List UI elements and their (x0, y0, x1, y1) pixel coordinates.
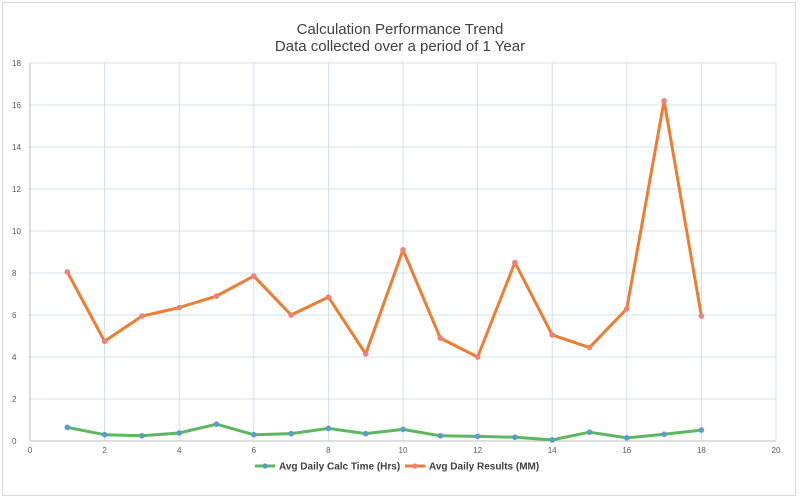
data-point (213, 421, 220, 428)
grid-lines (29, 62, 777, 442)
data-point (512, 259, 518, 266)
data-point (623, 305, 630, 312)
data-point (101, 338, 108, 345)
y-tick-label: 18 (12, 59, 21, 68)
legend-swatch-marker (412, 463, 418, 469)
y-tick-label: 10 (12, 227, 21, 236)
tick-labels: 0 2 4 6 8 10 12 14 16 18 0 2 4 6 8 10 12 14 16 18 20 (12, 59, 781, 455)
data-point (288, 430, 294, 437)
y-tick-label: 2 (12, 395, 17, 404)
y-tick-label: 12 (12, 185, 21, 194)
series-line-2 (65, 99, 703, 359)
y-tick-label: 8 (12, 269, 17, 278)
data-point (250, 273, 257, 279)
data-point (623, 435, 630, 441)
data-point (176, 430, 183, 436)
data-point (586, 344, 593, 351)
x-tick-label: 12 (473, 446, 482, 455)
y-tick-label: 0 (12, 437, 17, 446)
data-point (698, 313, 705, 319)
axes (29, 63, 776, 442)
legend-label: Avg Daily Calc Time (Hrs) (279, 462, 400, 473)
data-point (437, 432, 444, 439)
data-point (101, 431, 108, 438)
x-tick-label: 20 (772, 446, 781, 455)
data-point (64, 269, 71, 275)
data-point (549, 437, 556, 443)
data-point (139, 313, 145, 319)
data-point (512, 434, 518, 441)
data-point (325, 425, 332, 432)
y-tick-label: 16 (12, 101, 21, 110)
data-point (400, 426, 406, 433)
chart-title: Calculation Performance Trend (296, 21, 504, 38)
series-lines (65, 99, 703, 442)
data-point (474, 433, 481, 440)
data-point (64, 424, 71, 431)
data-point (661, 97, 667, 104)
x-tick-label: 16 (622, 446, 631, 455)
x-tick-label: 10 (399, 446, 408, 455)
data-point (176, 304, 183, 311)
data-point (288, 312, 294, 318)
data-point (325, 294, 332, 300)
x-tick-label: 4 (177, 446, 182, 455)
series-markers (64, 97, 705, 443)
y-tick-label: 14 (12, 143, 21, 152)
legend: Avg Daily Calc Time (Hrs) Avg Daily Resul… (255, 462, 539, 473)
data-point (437, 335, 444, 341)
data-point (213, 293, 220, 299)
legend-swatch-marker (262, 463, 268, 469)
data-point (400, 247, 406, 253)
data-point (698, 427, 705, 433)
x-tick-label: 6 (252, 446, 257, 455)
x-tick-label: 0 (28, 446, 33, 455)
data-point (362, 430, 369, 437)
y-tick-label: 6 (12, 311, 17, 320)
data-point (139, 432, 145, 439)
chart-subtitle: Data collected over a period of 1 Year (274, 38, 526, 55)
x-tick-label: 8 (326, 446, 331, 455)
y-tick-label: 4 (12, 353, 17, 362)
x-tick-label: 14 (548, 446, 557, 455)
series-line-1 (67, 422, 702, 442)
data-point (250, 431, 257, 438)
data-point (362, 351, 369, 357)
data-point (474, 354, 481, 360)
data-point (586, 429, 593, 436)
legend-label: Avg Daily Results (MM) (429, 462, 539, 473)
x-tick-label: 18 (697, 446, 706, 455)
x-tick-label: 2 (102, 446, 107, 455)
data-point (661, 431, 667, 438)
data-point (549, 332, 556, 338)
